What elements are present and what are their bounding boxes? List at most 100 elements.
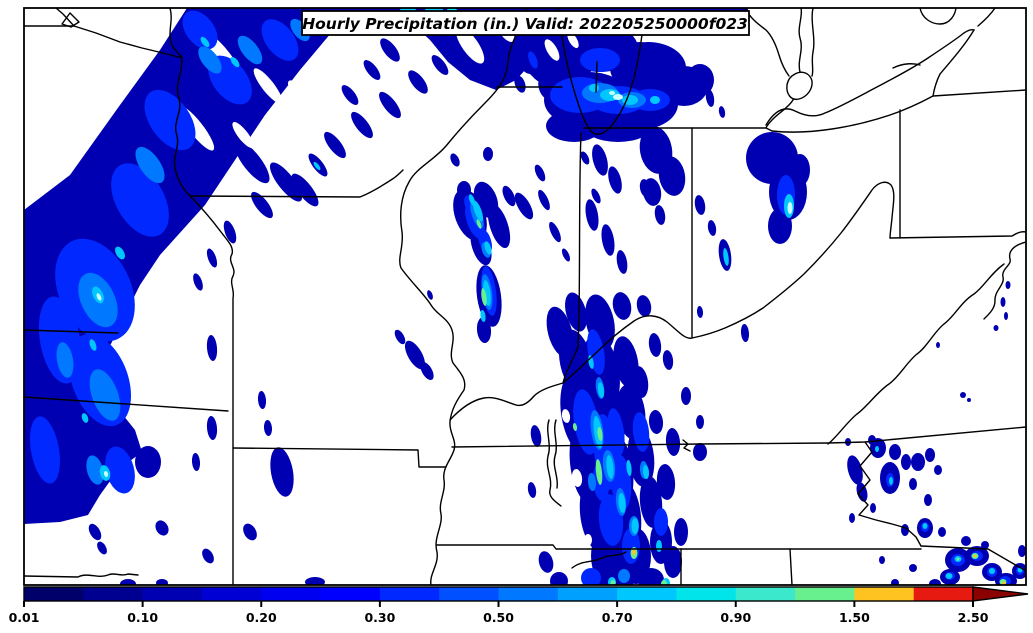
map-title: Hourly Precipitation (in.) Valid: 202205… <box>302 15 748 33</box>
colorbar-tick-label: 0.01 <box>9 610 40 625</box>
precip-cell <box>973 554 977 558</box>
precip-cell <box>922 523 928 529</box>
precip-cell <box>457 181 471 199</box>
precip-cell <box>650 96 660 104</box>
precip-cell <box>787 202 793 214</box>
precip-cell <box>661 580 667 585</box>
precip-cell <box>135 446 161 478</box>
border-line <box>55 8 183 59</box>
border-line <box>399 8 528 585</box>
border-line <box>451 426 1026 448</box>
precip-cell <box>341 85 359 105</box>
colorbar-segment <box>320 587 381 601</box>
colorbar-segment <box>735 587 796 601</box>
precip-cell <box>681 387 691 405</box>
border-line <box>189 169 404 198</box>
precip-cell <box>427 290 433 300</box>
precip-cell <box>616 250 628 274</box>
precip-cell <box>875 446 879 452</box>
precip-cell <box>626 460 632 476</box>
precip-cell <box>351 111 373 139</box>
precip-cell <box>191 453 201 471</box>
colorbar-tick-label: 0.70 <box>602 610 633 625</box>
precip-cell <box>768 208 792 244</box>
precip-cell <box>549 221 561 243</box>
precip-cell <box>251 191 273 219</box>
colorbar-tick-label: 0.50 <box>483 610 514 625</box>
precip-cell <box>993 325 999 331</box>
colorbar-segment <box>557 587 618 601</box>
precip-cell <box>620 42 660 78</box>
precipitation-overlay <box>24 8 1026 585</box>
precip-cell <box>608 166 622 194</box>
precip-cell <box>606 455 614 479</box>
precip-cell <box>230 56 240 68</box>
precip-cell <box>538 189 550 211</box>
precip-cell <box>234 140 270 184</box>
precip-cell <box>394 329 406 345</box>
precip-cell <box>989 568 995 574</box>
border-line <box>765 29 975 126</box>
precip-cell <box>654 508 668 536</box>
border-line <box>562 132 582 384</box>
precip-cell <box>981 541 989 549</box>
precip-cell <box>561 248 571 262</box>
precip-cell <box>847 455 863 485</box>
precip-cell <box>610 580 616 585</box>
border-line <box>61 12 80 28</box>
precip-cell <box>269 162 303 202</box>
precip-cell <box>206 248 218 268</box>
border-line <box>24 573 139 578</box>
precip-cell <box>476 317 492 343</box>
precip-cell <box>206 416 218 440</box>
precip-cell <box>632 549 636 555</box>
precip-cell <box>674 518 688 546</box>
precip-cell <box>534 164 546 182</box>
precip-cell <box>849 513 855 523</box>
precip-cell <box>88 523 102 541</box>
colorbar-segment <box>83 587 144 601</box>
colorbar-segment <box>261 587 322 601</box>
precip-cell <box>502 185 516 207</box>
precip-cell <box>686 64 714 96</box>
border-line <box>811 8 815 77</box>
precip-cell <box>528 51 538 69</box>
precip-cell <box>956 557 960 561</box>
border-line <box>919 8 957 25</box>
precip-cell <box>565 292 587 332</box>
precip-cell <box>156 579 168 585</box>
precip-cell <box>592 144 608 176</box>
precip-cell <box>120 579 136 585</box>
precip-cell <box>324 131 346 159</box>
border-line <box>557 8 645 135</box>
colorbar-segment <box>498 587 559 601</box>
precip-gap <box>253 68 283 104</box>
precip-cell <box>665 428 681 456</box>
precip-cell <box>879 556 885 564</box>
precip-cell <box>718 106 726 118</box>
colorbar-tick-label: 1.50 <box>839 610 870 625</box>
precip-cell <box>550 572 568 585</box>
precip-cell <box>607 408 625 456</box>
precip-cell <box>431 55 449 75</box>
precip-cell <box>468 194 476 206</box>
precip-cell <box>642 465 650 479</box>
border-line <box>765 99 794 129</box>
precip-cell <box>480 310 486 322</box>
precip-cell <box>1002 581 1006 585</box>
border-line <box>744 8 790 77</box>
precip-cell <box>639 179 651 197</box>
precip-cell <box>901 454 911 470</box>
border-line <box>24 329 119 334</box>
precip-cell <box>1000 297 1006 307</box>
precip-cell <box>622 95 638 105</box>
precip-cell <box>263 420 273 436</box>
border-line <box>789 548 793 585</box>
colorbar-overflow-arrow <box>972 586 1029 602</box>
colorbar-segment <box>24 587 84 601</box>
precip-cell <box>514 75 526 93</box>
precip-cell <box>597 382 605 398</box>
precip-cell <box>889 477 893 485</box>
